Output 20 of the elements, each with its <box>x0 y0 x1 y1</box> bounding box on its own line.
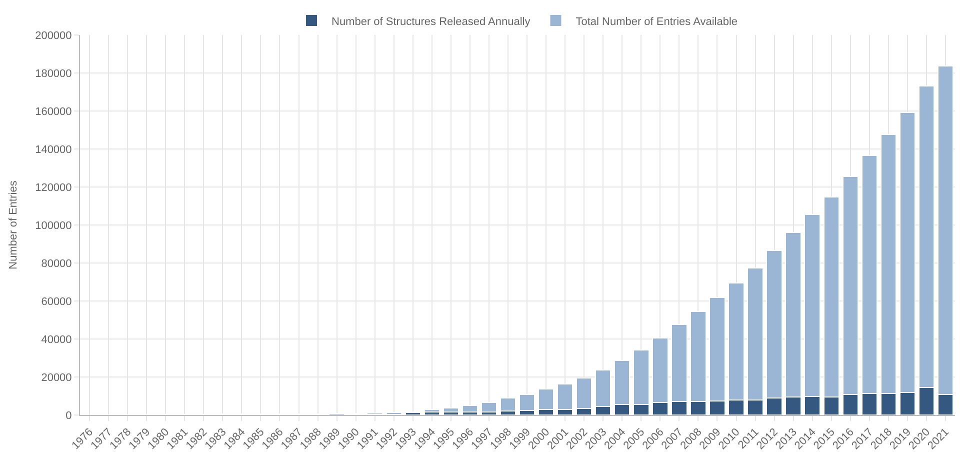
y-tick-label: 40000 <box>41 334 72 346</box>
y-tick-label: 160000 <box>35 106 72 118</box>
y-tick-label: 20000 <box>41 372 72 384</box>
y-tick-label: 60000 <box>41 296 72 308</box>
bar <box>442 407 460 413</box>
y-tick-label: 100000 <box>35 220 72 232</box>
y-tick-label: 180000 <box>35 68 72 80</box>
y-tick-label: 200000 <box>35 30 72 42</box>
legend-label: Number of Structures Released Annually <box>332 16 531 28</box>
y-tick-label: 120000 <box>35 182 72 194</box>
bar <box>424 408 440 413</box>
legend-label: Total Number of Entries Available <box>576 16 738 28</box>
y-tick-label: 80000 <box>41 258 72 270</box>
bar <box>518 394 536 411</box>
y-axis-title: Number of Entries <box>8 180 20 270</box>
bar <box>462 405 478 413</box>
bar <box>500 398 516 412</box>
y-tick-label: 140000 <box>35 144 72 156</box>
bar <box>480 402 498 412</box>
y-tick-label: 0 <box>66 410 72 422</box>
